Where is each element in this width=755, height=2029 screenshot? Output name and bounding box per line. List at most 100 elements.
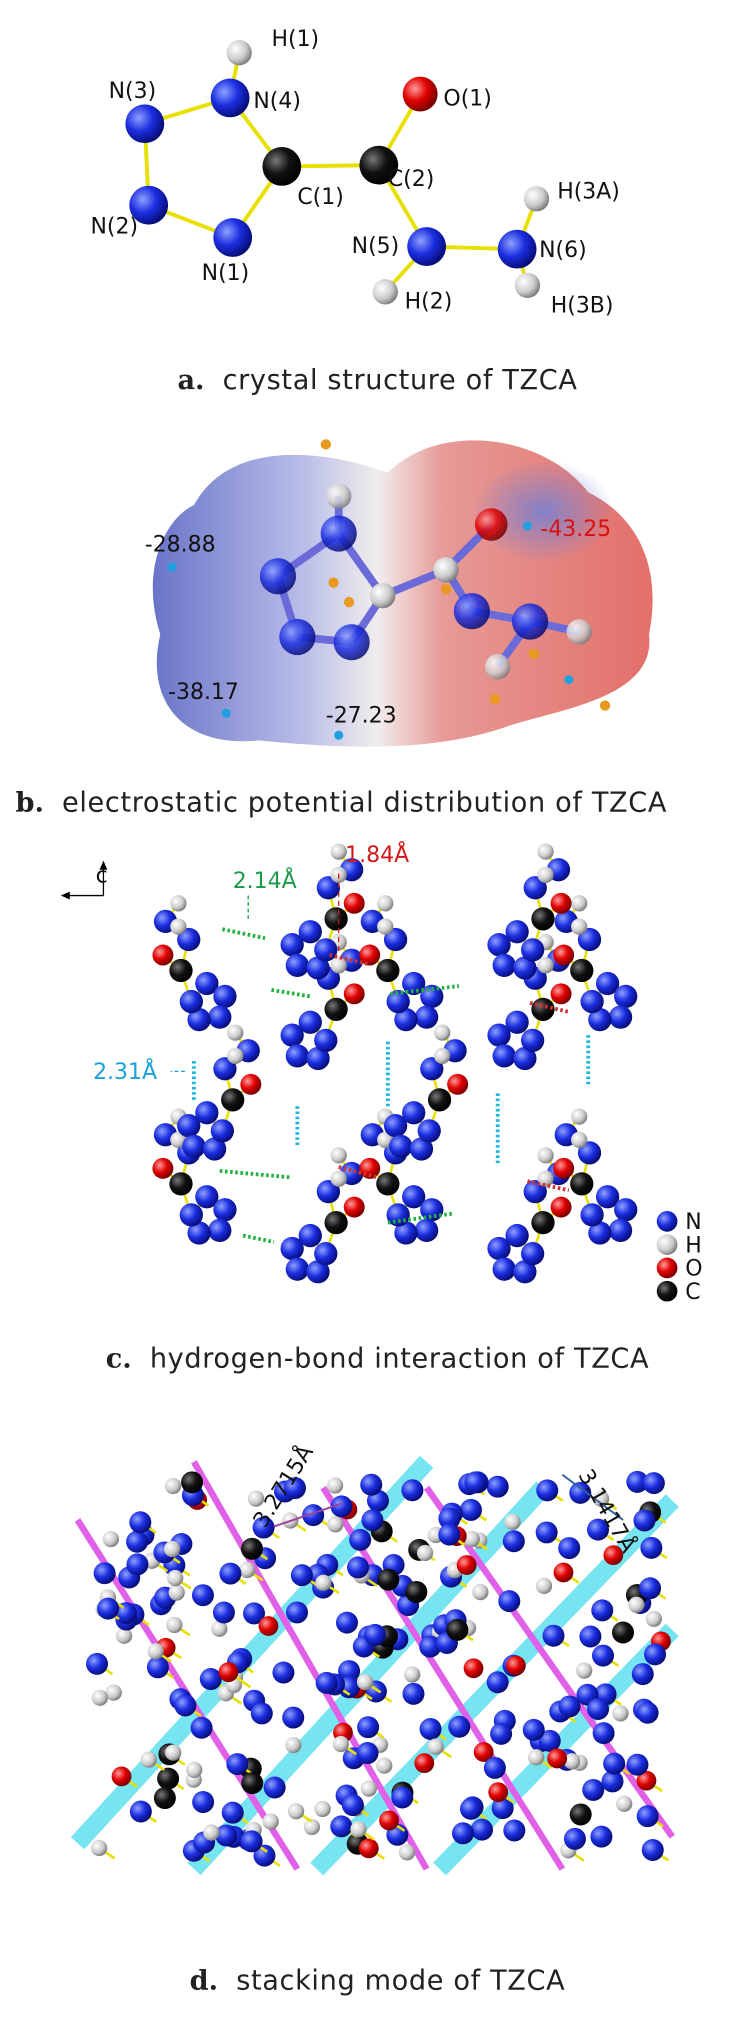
atom xyxy=(616,1795,633,1812)
atom xyxy=(208,1005,232,1029)
atom xyxy=(601,1770,624,1793)
atom xyxy=(487,933,511,957)
atom xyxy=(486,1671,509,1694)
atom-label: H(2) xyxy=(405,290,453,315)
potential-label: -28.88 xyxy=(145,533,216,558)
atom xyxy=(152,944,174,966)
atom xyxy=(219,1562,242,1585)
atom xyxy=(379,1810,399,1831)
atom xyxy=(285,1736,302,1754)
atom xyxy=(513,1046,537,1071)
atom xyxy=(433,1024,451,1041)
hydrogen-bond xyxy=(242,1233,275,1244)
atom xyxy=(306,956,330,980)
atom xyxy=(241,1772,264,1795)
atom xyxy=(628,1596,645,1613)
caption-b: b. electrostatic potential distribution o… xyxy=(16,788,668,819)
atom xyxy=(221,1801,244,1824)
atom xyxy=(592,1644,614,1667)
atom xyxy=(202,1137,227,1161)
atom xyxy=(163,1540,181,1558)
atom xyxy=(166,1616,183,1634)
atom xyxy=(247,1490,265,1507)
atom xyxy=(456,1555,477,1575)
atom xyxy=(359,145,399,185)
atom xyxy=(372,279,398,305)
atom xyxy=(414,1218,439,1243)
atom xyxy=(227,1024,244,1041)
atom xyxy=(203,1824,220,1841)
atom xyxy=(451,1822,474,1845)
atom xyxy=(165,1744,182,1761)
atom xyxy=(208,1218,232,1243)
atom xyxy=(473,1742,494,1762)
atom xyxy=(250,1702,273,1725)
atom xyxy=(186,1761,203,1779)
atom xyxy=(420,984,444,1009)
atom-label: C(2) xyxy=(388,167,434,192)
atom xyxy=(114,1602,137,1625)
atom xyxy=(215,1824,238,1847)
atom xyxy=(419,1635,442,1658)
atom xyxy=(364,1623,386,1646)
atom xyxy=(377,1568,400,1591)
atom xyxy=(463,1658,484,1679)
panel-d xyxy=(70,1455,679,1876)
atom xyxy=(330,843,347,860)
atom xyxy=(521,1242,545,1266)
panel-b xyxy=(167,439,611,740)
legend-marker xyxy=(656,1234,678,1255)
atom xyxy=(471,1818,493,1841)
atom xyxy=(523,1179,547,1204)
arrow-head xyxy=(60,860,108,900)
atom xyxy=(213,1198,237,1222)
atom xyxy=(595,971,620,996)
atom xyxy=(608,1218,633,1243)
caption-label: a. xyxy=(177,365,204,396)
atom xyxy=(402,1682,425,1705)
atom xyxy=(438,1507,461,1530)
extremum xyxy=(489,693,501,705)
atom xyxy=(315,1574,332,1591)
atom xyxy=(571,1108,588,1125)
atom xyxy=(416,1544,434,1562)
atom xyxy=(513,1260,537,1284)
atom xyxy=(111,1766,132,1787)
atom xyxy=(258,1616,279,1636)
atom xyxy=(174,1694,197,1717)
atom xyxy=(181,1471,204,1494)
bond-label: 2.31Å xyxy=(93,1058,157,1085)
atom xyxy=(514,272,541,299)
potential-label: -38.17 xyxy=(168,680,239,705)
atom xyxy=(404,1666,421,1683)
atom xyxy=(490,1722,513,1745)
atom xyxy=(298,1223,322,1248)
atom xyxy=(535,1577,553,1594)
atom xyxy=(187,1221,211,1245)
atom xyxy=(522,1718,545,1741)
atom xyxy=(427,1738,444,1755)
atom xyxy=(360,1780,377,1797)
atom xyxy=(537,843,554,860)
atom xyxy=(360,1473,383,1496)
atom xyxy=(521,1028,545,1052)
atom xyxy=(459,1498,482,1521)
atom xyxy=(358,1838,379,1859)
atom xyxy=(414,1753,435,1773)
atom xyxy=(170,1131,187,1149)
atom xyxy=(537,866,554,884)
atom xyxy=(280,1023,304,1047)
atom xyxy=(211,1620,228,1637)
atom xyxy=(306,1260,330,1284)
atom xyxy=(285,1257,309,1281)
atom xyxy=(590,1825,613,1848)
atom xyxy=(488,1782,509,1802)
atom xyxy=(603,1545,624,1566)
atom xyxy=(550,892,572,914)
extremum xyxy=(528,648,540,659)
atom-labels: H(1) N(4) N(3) N(2) N(1) C(1) C(2) O(1) … xyxy=(90,27,619,318)
atom xyxy=(608,1005,633,1029)
atom xyxy=(588,1008,612,1032)
legend-marker xyxy=(656,1280,678,1302)
atom xyxy=(314,938,338,962)
